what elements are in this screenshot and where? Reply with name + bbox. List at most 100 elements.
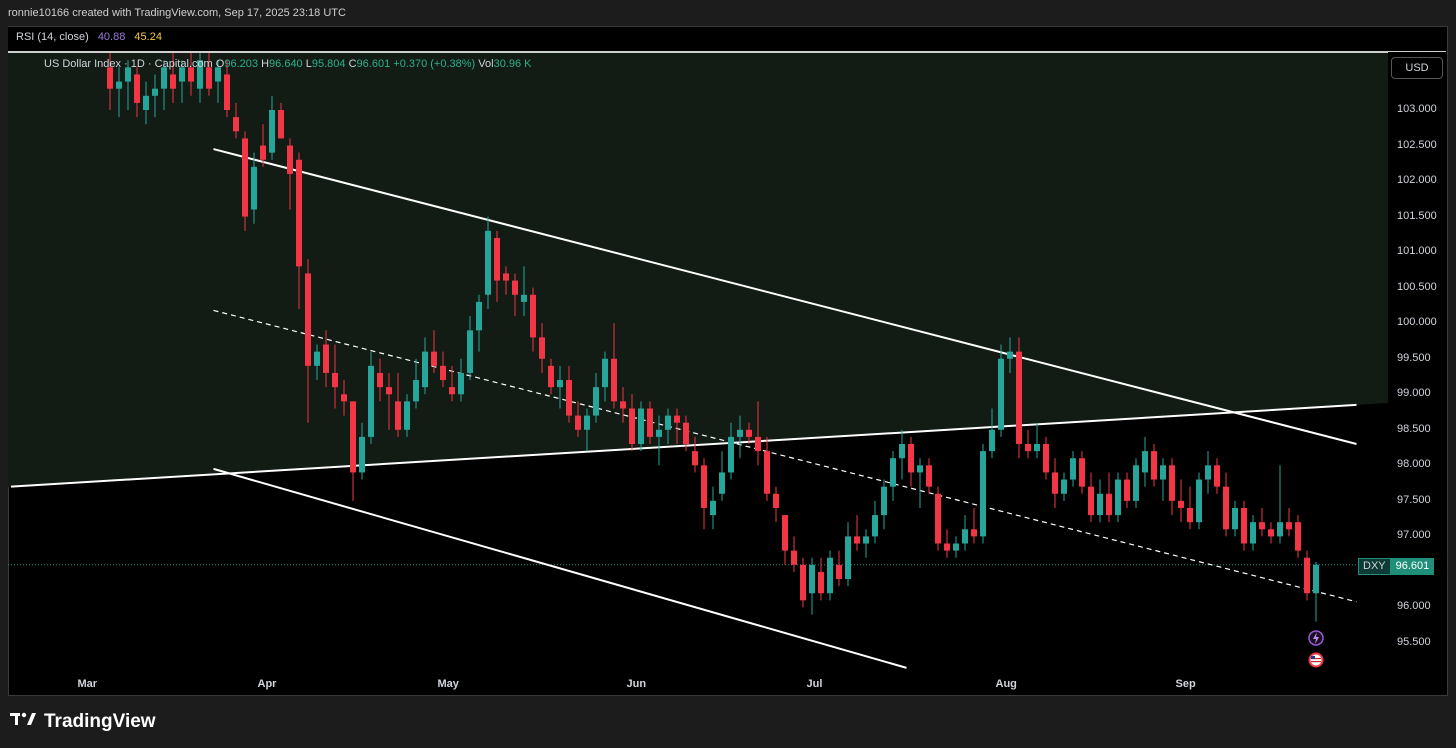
candle xyxy=(584,408,590,452)
candle-body xyxy=(161,67,167,89)
candle xyxy=(611,323,617,409)
candle-body xyxy=(1232,507,1238,530)
symbol-name: US Dollar Index · 1D · Capital.com xyxy=(44,58,213,70)
candle-body xyxy=(278,110,284,139)
candle xyxy=(287,138,293,210)
candle xyxy=(854,515,860,551)
tradingview-logo-icon xyxy=(10,711,38,733)
candle-body xyxy=(1034,444,1040,452)
candle xyxy=(1079,451,1085,494)
currency-button[interactable]: USD xyxy=(1391,57,1443,79)
candle-body xyxy=(251,166,257,210)
candle-body xyxy=(683,422,689,445)
price-tick-label: 100.000 xyxy=(1397,316,1437,329)
price-tick-label: 98.000 xyxy=(1397,458,1431,471)
candle xyxy=(1097,479,1103,523)
candle-body xyxy=(953,543,959,551)
candle xyxy=(1133,458,1139,508)
brand-footer[interactable]: TradingView xyxy=(10,711,156,733)
ticker-label: DXY xyxy=(1358,558,1391,575)
candle-body xyxy=(179,67,185,82)
candle xyxy=(701,458,707,530)
candle xyxy=(1214,458,1220,494)
candle-body xyxy=(125,67,131,82)
candle xyxy=(125,60,131,110)
high-value: 96.640 xyxy=(269,58,303,70)
candle xyxy=(359,422,365,480)
rsi-legend[interactable]: RSI (14, close) 40.88 45.24 xyxy=(16,27,162,47)
price-tick-label: 102.000 xyxy=(1397,174,1437,187)
candle-body xyxy=(197,60,203,89)
candle xyxy=(683,415,689,452)
candle-body xyxy=(944,543,950,551)
candle-body xyxy=(341,394,347,402)
candle-body xyxy=(314,351,320,366)
candle-body xyxy=(1079,458,1085,487)
candle xyxy=(197,53,203,103)
candle-body xyxy=(980,451,986,537)
candle-body xyxy=(188,67,194,82)
rsi-label: RSI (14, close) xyxy=(16,31,89,43)
candle xyxy=(962,515,968,551)
candle-body xyxy=(1223,486,1229,530)
candle-body xyxy=(665,415,671,430)
candle xyxy=(332,344,338,409)
candle-body xyxy=(827,557,833,594)
candle xyxy=(224,60,230,118)
price-chart[interactable] xyxy=(8,52,1388,670)
candle xyxy=(539,323,545,373)
candle-body xyxy=(449,387,455,395)
candle-body xyxy=(1124,479,1130,501)
candle xyxy=(233,102,239,139)
candle xyxy=(1232,500,1238,537)
candle-body xyxy=(1088,486,1094,516)
candle-body xyxy=(530,294,536,338)
candle xyxy=(647,401,653,445)
upper-zone-fill xyxy=(8,52,1388,487)
candle-body xyxy=(791,550,797,565)
candle xyxy=(449,365,455,402)
candle-body xyxy=(728,436,734,473)
candle xyxy=(1286,507,1292,537)
candle-body xyxy=(1142,451,1148,473)
candle xyxy=(845,522,851,587)
candle-body xyxy=(656,429,662,437)
month-tick-label: Mar xyxy=(77,678,98,690)
candle xyxy=(431,330,437,373)
candle xyxy=(656,415,662,466)
candle-body xyxy=(332,372,338,388)
candle xyxy=(242,131,248,231)
candle-body xyxy=(638,408,644,445)
candle-body xyxy=(1052,472,1058,494)
candle xyxy=(1268,522,1274,544)
candle xyxy=(1313,561,1319,622)
candle-body xyxy=(1151,451,1157,480)
candle xyxy=(1007,337,1013,373)
candle xyxy=(1025,429,1031,459)
pane-divider xyxy=(8,52,1388,53)
candle-body xyxy=(836,564,842,580)
candle-body xyxy=(521,294,527,302)
candle xyxy=(800,557,806,608)
candle-body xyxy=(1133,465,1139,501)
candle xyxy=(629,394,635,452)
symbol-legend[interactable]: US Dollar Index · 1D · Capital.com O96.2… xyxy=(44,58,532,70)
candle xyxy=(1061,472,1067,501)
candle-body xyxy=(377,372,383,388)
candle xyxy=(593,372,599,423)
candle-body xyxy=(323,344,329,373)
candle-body xyxy=(440,365,446,381)
candle xyxy=(953,536,959,558)
candle xyxy=(134,67,140,118)
candle xyxy=(557,365,563,409)
last-price-value: 96.601 xyxy=(1390,558,1435,575)
price-tick-label: 103.000 xyxy=(1397,103,1437,115)
candle xyxy=(1178,479,1184,523)
candle-body xyxy=(575,415,581,430)
candle-body xyxy=(845,536,851,580)
candle-body xyxy=(1070,458,1076,480)
candle xyxy=(935,486,941,551)
candle xyxy=(152,74,158,118)
candle-body xyxy=(872,515,878,537)
candle-body xyxy=(1259,522,1265,530)
